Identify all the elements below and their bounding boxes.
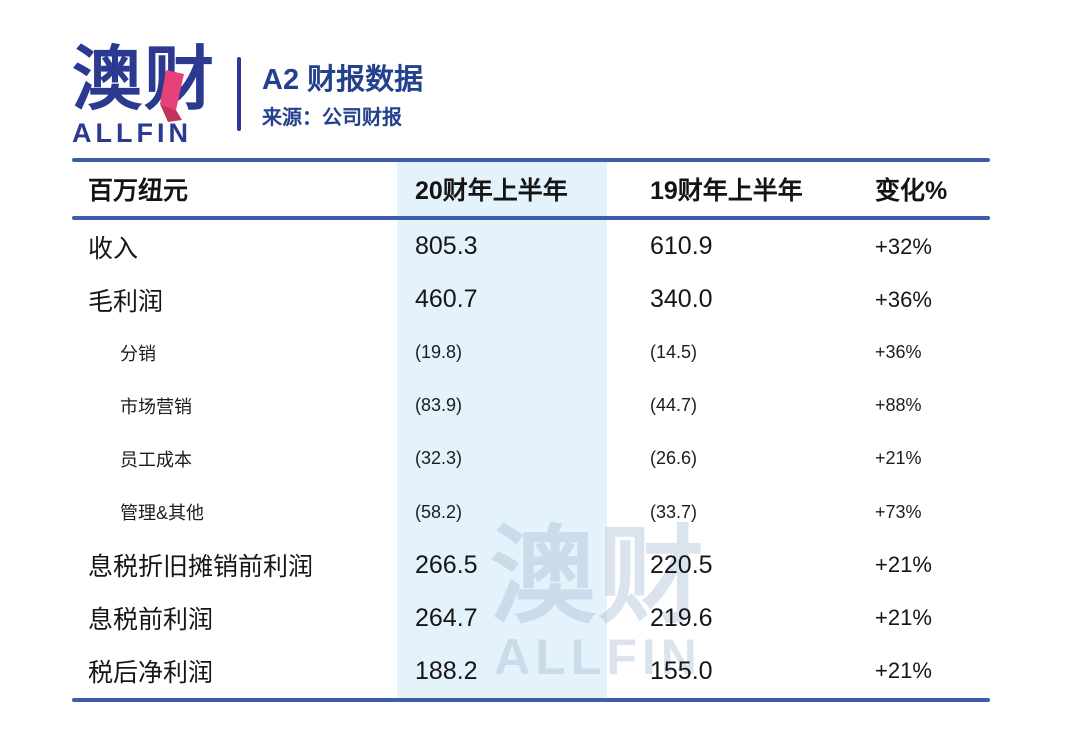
row-label: 毛利润 (88, 287, 164, 316)
change-value: +21% (875, 658, 932, 684)
change-value: +21% (875, 605, 932, 631)
logo-cn-glyphs: 澳财 (72, 40, 216, 118)
fy20-value: 188.2 (415, 656, 478, 685)
table-row-admin-other: 管理&其他 (58.2) (33.7) +73% (72, 485, 990, 538)
fy19-value: 219.6 (650, 603, 713, 632)
change-value: +73% (875, 501, 922, 522)
fy20-value: (83.9) (415, 395, 463, 416)
financial-table: 百万纽元 20财年上半年 19财年上半年 变化% 收入 805.3 610.9 … (72, 158, 990, 702)
change-value: +21% (875, 552, 932, 578)
fy19-value: (44.7) (650, 395, 698, 416)
row-label: 管理&其他 (120, 503, 205, 524)
row-label: 市场营销 (120, 396, 192, 417)
column-header-change: 变化% (875, 177, 948, 205)
source-label: 来源：公司财报 (262, 107, 402, 129)
table-row-gross-profit: 毛利润 460.7 340.0 +36% (72, 273, 990, 326)
table-header-row: 百万纽元 20财年上半年 19财年上半年 变化% (72, 162, 990, 216)
row-label: 息税折旧摊销前利润 (88, 553, 314, 582)
fy20-value: (58.2) (415, 501, 463, 522)
fy20-value: (19.8) (415, 342, 463, 363)
row-label: 分销 (120, 343, 156, 364)
fy20-value: 266.5 (415, 550, 478, 579)
fy20-value: 264.7 (415, 603, 478, 632)
fy19-value: 610.9 (650, 232, 713, 261)
fy19-value: (14.5) (650, 342, 698, 363)
column-header-fy20: 20财年上半年 (415, 177, 568, 205)
fy20-value: 460.7 (415, 285, 478, 314)
row-label: 收入 (88, 234, 139, 263)
fy19-value: 155.0 (650, 656, 713, 685)
table-row-ebit: 息税前利润 264.7 219.6 +21% (72, 592, 990, 645)
row-label: 税后净利润 (88, 659, 214, 688)
table-row-distribution: 分销 (19.8) (14.5) +36% (72, 326, 990, 379)
brand-logo: 澳财 ALLFIN (72, 44, 232, 149)
table-row-employee-costs: 员工成本 (32.3) (26.6) +21% (72, 432, 990, 485)
change-value: +21% (875, 448, 922, 469)
column-header-fy19: 19财年上半年 (650, 177, 803, 205)
table-row-ebitda: 息税折旧摊销前利润 266.5 220.5 +21% (72, 539, 990, 592)
row-label: 员工成本 (120, 449, 192, 470)
bottom-rule (72, 697, 990, 702)
fy19-value: 220.5 (650, 550, 713, 579)
column-header-unit: 百万纽元 (88, 177, 189, 205)
change-value: +88% (875, 395, 922, 416)
fy19-value: (26.6) (650, 448, 698, 469)
table-body: 收入 805.3 610.9 +32% 毛利润 460.7 340.0 +36%… (72, 220, 990, 698)
table-row-marketing: 市场营销 (83.9) (44.7) +88% (72, 379, 990, 432)
fy20-value: 805.3 (415, 232, 478, 261)
brand-divider (237, 57, 241, 131)
fy19-value: 340.0 (650, 285, 713, 314)
logo-en-text: ALLFIN (72, 118, 192, 148)
fy19-value: (33.7) (650, 501, 698, 522)
table-row-revenue: 收入 805.3 610.9 +32% (72, 220, 990, 273)
logo-cn-text: 澳财 (72, 44, 232, 122)
header-rule (72, 216, 990, 220)
table-row-npat: 税后净利润 188.2 155.0 +21% (72, 645, 990, 698)
fy20-highlight-band (397, 162, 607, 698)
top-rule (72, 158, 990, 162)
fy20-value: (32.3) (415, 448, 463, 469)
change-value: +36% (875, 342, 922, 363)
page-title: A2 财报数据 (262, 64, 424, 96)
change-value: +32% (875, 233, 932, 259)
row-label: 息税前利润 (88, 606, 214, 635)
change-value: +36% (875, 286, 932, 312)
